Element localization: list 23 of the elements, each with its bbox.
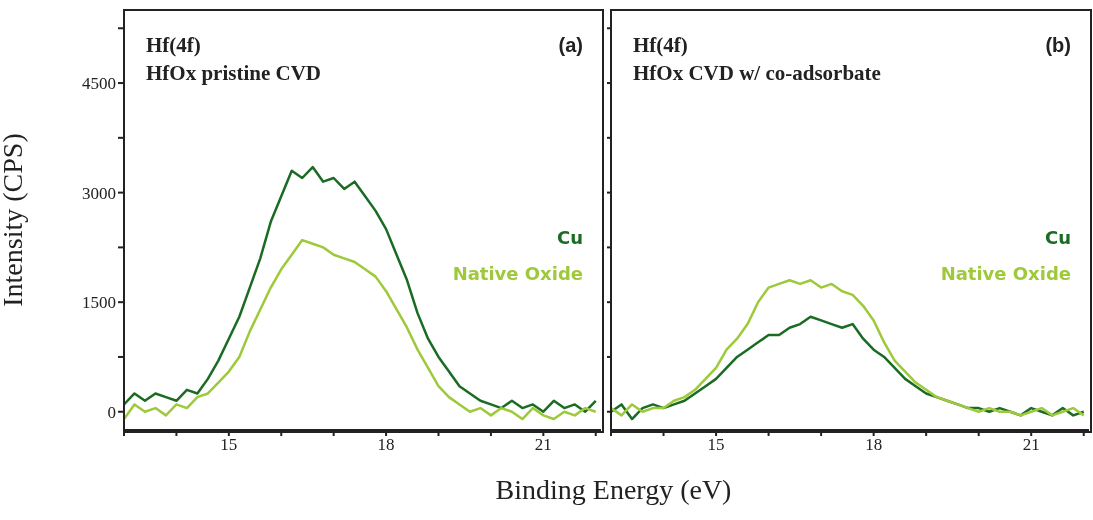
text: Native Oxide [940,262,1071,286]
x-tick-label: 21 [1022,435,1040,455]
y-axis-title: Intensity (CPS) [0,133,28,307]
annotation: (a) [558,34,583,57]
y-tick-label: 4500 [82,74,116,94]
x-tick-label: 15 [220,435,238,455]
text: Native Oxide [452,262,583,286]
x-tick-label: 18 [377,435,395,455]
line-series [124,165,598,413]
annotation: HfOx CVD w/ co-adsorbate [633,60,881,86]
annotation: Hf(4f) [633,32,688,58]
x-tick-label: 18 [865,435,883,455]
text: Cu [1043,226,1071,250]
text: Cu [555,226,583,250]
annotation: (b) [1045,34,1071,57]
y-tick-label: 3000 [82,183,116,203]
x-tick-label: 15 [707,435,725,455]
x-tick-label: 21 [534,435,552,455]
y-tick-label: 1500 [82,293,116,313]
y-tick-label: 0 [107,402,116,422]
x-axis-title: Binding Energy (eV) [494,474,733,506]
annotation: HfOx pristine CVD [146,60,321,86]
annotation: Hf(4f) [146,32,201,58]
